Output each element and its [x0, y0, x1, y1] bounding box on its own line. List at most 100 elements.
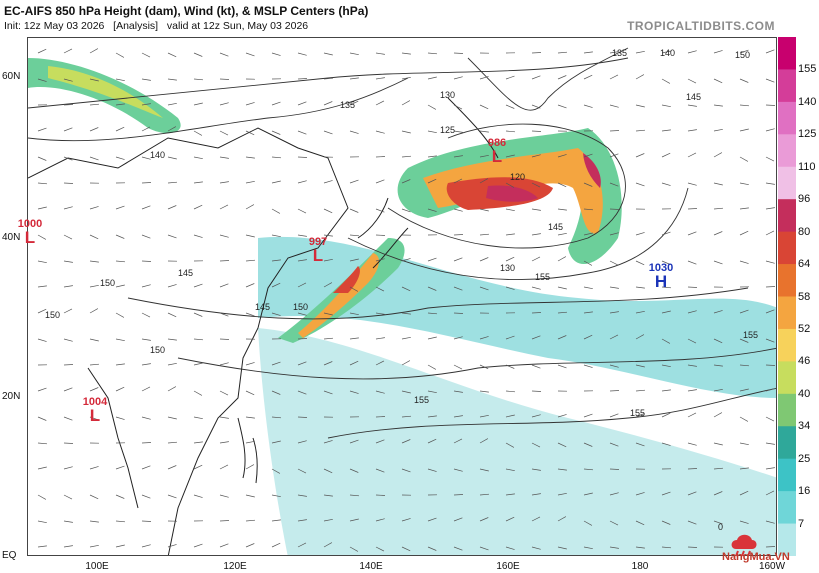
wind-barb	[323, 361, 333, 366]
wind-barb	[167, 386, 177, 392]
wind-barb	[713, 442, 723, 446]
wind-barb	[375, 518, 385, 522]
wind-barb	[557, 364, 567, 369]
wind-barb	[375, 439, 385, 444]
wind-barb	[193, 362, 203, 366]
height-contour-label: 145	[178, 268, 194, 278]
wind-barb	[37, 156, 47, 161]
wind-barb	[453, 257, 463, 262]
colorbar-segment	[778, 134, 796, 168]
wind-barb	[687, 152, 697, 158]
wind-barb	[401, 52, 411, 55]
wind-barb	[687, 104, 697, 107]
wind-barb	[557, 208, 567, 211]
wind-barb	[401, 286, 411, 292]
wind-barb	[219, 156, 229, 159]
wind-barb	[271, 468, 281, 474]
wind-barb	[167, 234, 177, 239]
colorbar-segment	[778, 523, 796, 556]
wind-barb	[609, 413, 619, 418]
wind-barb	[687, 78, 697, 84]
wind-barb	[583, 311, 593, 314]
wind-barb	[583, 182, 593, 187]
height-contour-label: 150	[293, 302, 309, 312]
wind-barb	[63, 285, 73, 288]
wind-barb	[271, 361, 281, 366]
wind-barb	[739, 338, 749, 343]
wind-barb	[765, 442, 775, 445]
wind-barb	[765, 104, 776, 106]
wind-barb	[687, 129, 697, 132]
wind-barb	[63, 156, 73, 161]
wind-barb	[297, 52, 307, 56]
wind-barb	[167, 52, 177, 58]
wind-barb	[115, 494, 125, 499]
lat-label-40n: 40N	[2, 232, 21, 243]
wind-barb	[661, 520, 671, 525]
low-symbol: L	[312, 246, 324, 265]
wind-barb	[219, 312, 229, 317]
colorbar	[778, 37, 796, 556]
wind-barb	[219, 52, 229, 57]
wind-barb	[349, 179, 359, 184]
wind-barb	[349, 77, 359, 80]
wind-barb	[583, 520, 593, 526]
wind-barb	[557, 232, 567, 236]
wind-barb	[479, 208, 489, 212]
wind-barb	[531, 312, 542, 314]
wind-barb	[167, 78, 177, 81]
wind-barb	[583, 74, 593, 80]
wind-barb	[349, 312, 359, 316]
wind-barb	[427, 438, 437, 444]
wind-barb	[297, 78, 308, 80]
wind-barb	[271, 542, 281, 548]
wind-barb	[609, 492, 619, 496]
wind-barb	[661, 442, 671, 446]
wind-barb	[479, 390, 489, 393]
wind-barb	[375, 258, 385, 262]
wind-barb	[635, 260, 645, 266]
high-value: 1030	[648, 262, 674, 274]
wind-barb	[271, 312, 281, 316]
height-contour-label: 150	[735, 50, 751, 60]
wind-barb	[349, 439, 359, 444]
wind-barb	[193, 156, 203, 160]
wind-barb	[609, 182, 619, 187]
wind-barb	[245, 283, 255, 288]
wind-barb	[271, 440, 281, 444]
wind-barb	[661, 78, 671, 84]
low-center-986: 986 L	[488, 137, 506, 165]
wind-barb	[297, 101, 307, 106]
wind-barb	[245, 543, 255, 548]
title: EC-AIFS 850 hPa Height (dam), Wind (kt),…	[4, 4, 369, 18]
wind-barb	[193, 416, 203, 420]
wind-barb	[63, 416, 73, 421]
wind-barb	[713, 152, 723, 158]
wind-barb	[349, 468, 359, 473]
colorbar-tick-label: 140	[798, 95, 817, 108]
wind-barb	[713, 78, 723, 84]
colorbar-segment	[778, 166, 796, 200]
wind-barb	[323, 180, 333, 184]
wind-barb	[115, 234, 125, 239]
wind-barb	[557, 442, 567, 448]
wind-barb	[89, 338, 99, 342]
height-contour-label: 150	[150, 345, 166, 355]
height-contour-label: 140	[660, 48, 676, 58]
wind-barb	[167, 312, 177, 318]
wind-barb	[89, 494, 99, 500]
wind-barb	[505, 233, 515, 236]
wind-barb	[765, 416, 775, 422]
wind-barb	[141, 234, 151, 239]
logo-text: NangMua.VN	[722, 551, 790, 563]
wind-barb	[557, 335, 567, 340]
colorbar-tick-label: 25	[798, 452, 811, 465]
colorbar-tick-label: 52	[798, 322, 811, 335]
colorbar-segment	[778, 101, 796, 135]
wind-barb	[141, 182, 152, 184]
wind-barb	[167, 441, 178, 444]
wind-barb	[739, 230, 749, 236]
wind-barb	[193, 338, 204, 341]
wind-barb	[713, 104, 723, 107]
wind-barb	[479, 76, 489, 80]
